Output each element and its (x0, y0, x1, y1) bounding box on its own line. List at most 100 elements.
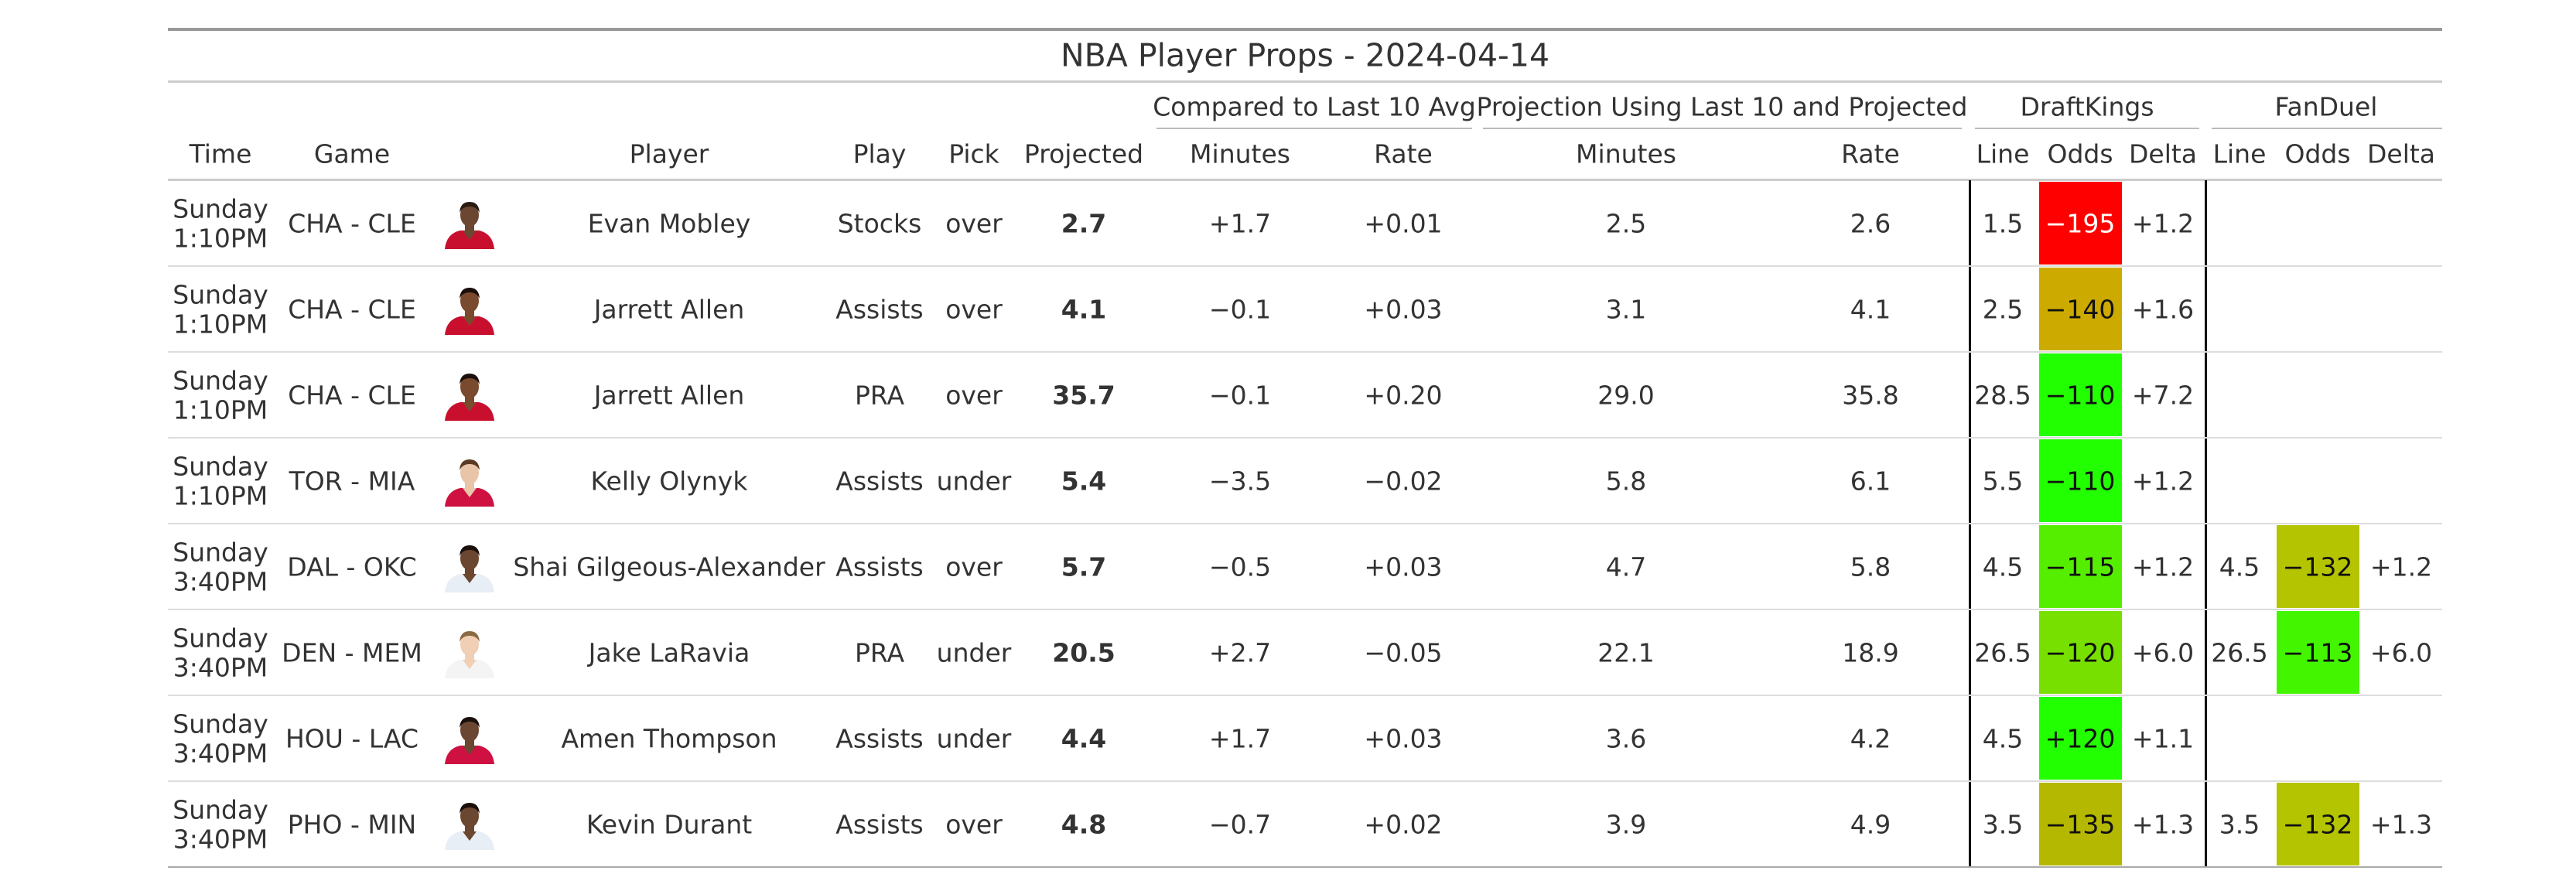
fd-odds-cell (2276, 611, 2359, 694)
projected-cell: 4.4 (1061, 723, 1107, 753)
projection-minutes-cell: 3.6 (1605, 723, 1647, 753)
time-day: Sunday (173, 623, 268, 653)
column-header-time: Time (189, 138, 252, 169)
play-cell: Assists (835, 723, 924, 753)
projection-rate-cell: 4.2 (1850, 723, 1891, 753)
fd-delta-cell: +1.2 (2369, 551, 2433, 582)
player-headshot-icon (445, 802, 494, 850)
row-divider (168, 523, 2442, 524)
dk-line-cell: 4.5 (1982, 551, 2024, 582)
projection-minutes-cell: 3.9 (1605, 809, 1647, 839)
column-header-fd-delta: Delta (2366, 138, 2436, 169)
time-day: Sunday (173, 279, 268, 309)
compared-rate-cell: +0.03 (1364, 551, 1443, 582)
time-clock: 1:10PM (173, 480, 268, 510)
player-name: Kelly Olynyk (590, 466, 748, 496)
column-header-dk-odds: Odds (2047, 138, 2113, 169)
projection-rate-cell: 5.8 (1850, 551, 1891, 582)
dk-odds-value: −140 (2045, 294, 2116, 324)
column-header-game: Game (313, 138, 391, 169)
compared-underline (1156, 128, 1472, 129)
dk-delta-cell: +6.0 (2131, 637, 2195, 667)
time-clock: 3:40PM (173, 824, 268, 854)
player-headshot-icon (445, 201, 494, 249)
compared-rate-cell: +0.20 (1364, 380, 1443, 410)
projection-rate-cell: 2.6 (1850, 208, 1891, 238)
time-day: Sunday (173, 451, 268, 481)
dk-delta-cell: +7.2 (2131, 380, 2195, 410)
dk-odds-value: −195 (2045, 208, 2116, 238)
dk-delta-cell: +1.2 (2131, 466, 2195, 496)
play-cell: PRA (854, 380, 905, 410)
projection-rate-cell: 35.8 (1842, 380, 1899, 410)
compared-minutes-cell: +1.7 (1208, 723, 1272, 753)
dk-odds-cell (2038, 439, 2122, 522)
group-header-projection: Projection Using Last 10 and Projected (1476, 91, 1968, 122)
player-name: Shai Gilgeous-Alexander (513, 551, 825, 582)
projected-cell: 35.7 (1052, 380, 1115, 410)
column-header-dk-line: Line (1976, 138, 2030, 169)
time-day: Sunday (173, 537, 268, 567)
row-divider (168, 780, 2442, 782)
dk-odds-value: −110 (2045, 466, 2116, 496)
time-day: Sunday (173, 794, 268, 824)
dk-odds-cell (2038, 182, 2122, 265)
play-cell: Assists (835, 294, 924, 324)
dk-delta-cell: +1.2 (2131, 208, 2195, 238)
row-divider (168, 609, 2442, 610)
compared-minutes-cell: −0.5 (1208, 551, 1272, 582)
table-title: NBA Player Props - 2024-04-14 (1060, 36, 1550, 74)
projected-cell: 2.7 (1061, 208, 1107, 238)
column-header-fd-line: Line (2212, 138, 2267, 169)
row-divider (168, 351, 2442, 353)
time-clock: 3:40PM (173, 652, 268, 682)
projected-cell: 20.5 (1052, 637, 1115, 667)
group-header-draftkings: DraftKings (2020, 91, 2154, 122)
dk-line-cell: 1.5 (1982, 208, 2024, 238)
projection-rate-cell: 18.9 (1842, 637, 1899, 667)
projection-rate-cell: 6.1 (1850, 466, 1891, 496)
pick-cell: over (945, 380, 1003, 410)
compared-rate-cell: −0.02 (1364, 466, 1443, 496)
group-header-fanduel: FanDuel (2274, 91, 2378, 122)
play-cell: Stocks (837, 208, 922, 238)
game-cell: CHA - CLE (288, 208, 416, 238)
play-cell: PRA (854, 637, 905, 667)
game-cell: HOU - LAC (285, 723, 419, 753)
compared-minutes-cell: +2.7 (1208, 637, 1272, 667)
row-divider (168, 866, 2442, 868)
draftkings-underline (1975, 128, 2199, 129)
pick-cell: over (945, 208, 1003, 238)
dk-odds-value: +120 (2045, 723, 2116, 753)
dk-line-cell: 2.5 (1982, 294, 2024, 324)
projected-cell: 4.1 (1061, 294, 1107, 324)
compared-minutes-cell: −0.1 (1208, 380, 1272, 410)
header-rule (168, 179, 2442, 181)
game-cell: CHA - CLE (288, 294, 416, 324)
pick-cell: under (936, 723, 1012, 753)
pick-cell: over (945, 809, 1003, 839)
projected-cell: 5.4 (1061, 466, 1107, 496)
fd-delta-cell: +1.3 (2369, 809, 2433, 839)
compared-rate-cell: −0.05 (1364, 637, 1443, 667)
fd-line-cell: 3.5 (2219, 809, 2260, 839)
projection-minutes-cell: 22.1 (1597, 637, 1655, 667)
dk-odds-value: −135 (2045, 809, 2116, 839)
fd-odds-cell (2276, 525, 2359, 608)
fanduel-underline (2212, 128, 2442, 129)
column-header-fd-odds: Odds (2284, 138, 2351, 169)
time-clock: 1:10PM (173, 309, 268, 339)
fd-line-cell: 4.5 (2219, 551, 2260, 582)
projection-minutes-cell: 3.1 (1605, 294, 1647, 324)
row-divider (168, 265, 2442, 267)
time-day: Sunday (173, 193, 268, 224)
compared-rate-cell: +0.02 (1364, 809, 1443, 839)
projection-rate-cell: 4.1 (1850, 294, 1891, 324)
dk-line-cell: 4.5 (1982, 723, 2024, 753)
title-rule (168, 80, 2442, 83)
player-name: Jake LaRavia (588, 637, 750, 667)
dk-delta-cell: +1.1 (2131, 723, 2195, 753)
column-header-projected: Projected (1023, 138, 1144, 169)
group-header-compared: Compared to Last 10 Avg (1153, 91, 1476, 122)
